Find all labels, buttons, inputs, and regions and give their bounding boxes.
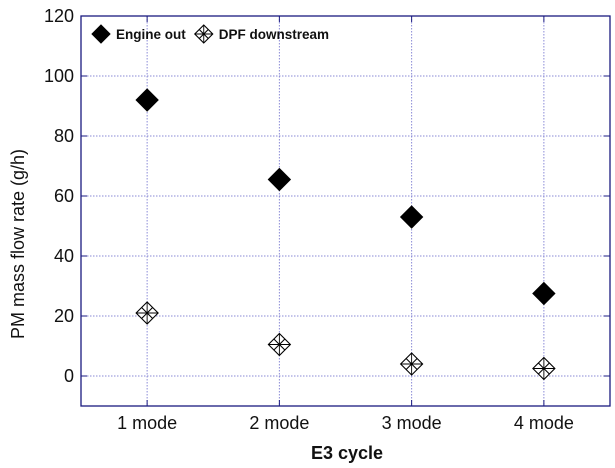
y-tick-label: 20 [54, 306, 74, 326]
y-tick-label: 40 [54, 246, 74, 266]
engine-out-point-1 [135, 88, 159, 112]
legend-item: DPF downstream [193, 24, 329, 44]
x-tick-label: 1 mode [117, 413, 177, 433]
y-tick-label: 60 [54, 186, 74, 206]
y-axis-ticks: 0 20 40 60 80 100 120 [44, 6, 610, 386]
y-tick-label: 120 [44, 6, 74, 26]
dpf-downstream-point-1 [135, 301, 159, 325]
x-axis-title: E3 cycle [311, 443, 383, 463]
legend-item: Engine out [91, 24, 186, 44]
x-tick-label: 2 mode [249, 413, 309, 433]
dpf-downstream-point-2 [267, 332, 292, 357]
legend-label: Engine out [116, 27, 186, 42]
grid-lines [81, 16, 610, 406]
legend-label: DPF downstream [219, 27, 329, 42]
engine-out-point-4 [532, 281, 556, 306]
plot-area-border [80, 15, 611, 407]
legend-marker-crossed-diamond [193, 24, 214, 44]
x-tick-label: 3 mode [382, 413, 442, 433]
dpf-downstream-point-4 [532, 356, 556, 381]
engine-out-point-2 [267, 167, 292, 192]
engine-out-point-3 [399, 205, 424, 229]
y-tick-label: 80 [54, 126, 74, 146]
data-markers [135, 88, 556, 381]
y-tick-label: 100 [44, 66, 74, 86]
plot-frame [80, 15, 611, 407]
x-tick-label: 4 mode [514, 413, 574, 433]
y-tick-label: 0 [64, 366, 74, 386]
legend-marker-filled-diamond [91, 24, 111, 44]
y-axis-title: PM mass flow rate (g/h) [8, 149, 28, 339]
x-axis-ticks: 1 mode 2 mode 3 mode 4 mode [117, 16, 574, 433]
dpf-downstream-point-3 [399, 352, 424, 376]
legend: Engine out DPF downstream [91, 24, 329, 44]
